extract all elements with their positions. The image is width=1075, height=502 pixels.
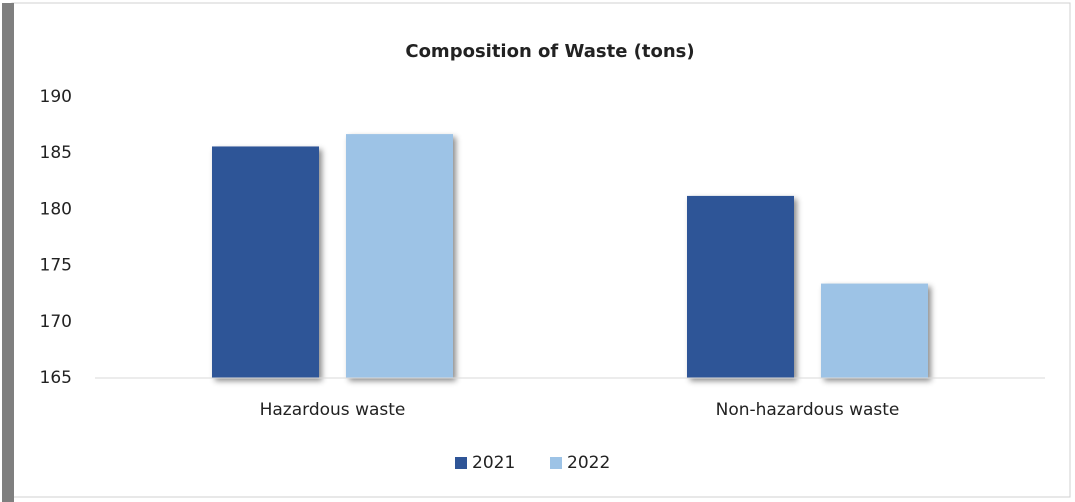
y-tick-label: 170 bbox=[40, 312, 72, 332]
y-tick-label: 180 bbox=[40, 199, 72, 219]
bar bbox=[821, 283, 928, 378]
bar bbox=[212, 146, 319, 378]
chart-title: Composition of Waste (tons) bbox=[405, 41, 694, 62]
y-tick-label: 190 bbox=[40, 87, 72, 107]
y-tick-label: 175 bbox=[40, 256, 72, 276]
y-tick-label: 165 bbox=[40, 368, 72, 388]
legend-swatch bbox=[455, 457, 467, 469]
legend-label: 2021 bbox=[472, 453, 515, 473]
frame-edge bbox=[2, 3, 14, 502]
legend-label: 2022 bbox=[567, 453, 610, 473]
x-tick-label: Non-hazardous waste bbox=[716, 400, 900, 420]
bar bbox=[346, 134, 453, 378]
chart-frame bbox=[11, 2, 1071, 498]
x-tick-label: Hazardous waste bbox=[260, 400, 406, 420]
bar bbox=[687, 195, 794, 378]
legend-swatch bbox=[550, 457, 562, 469]
y-tick-label: 185 bbox=[40, 143, 72, 163]
